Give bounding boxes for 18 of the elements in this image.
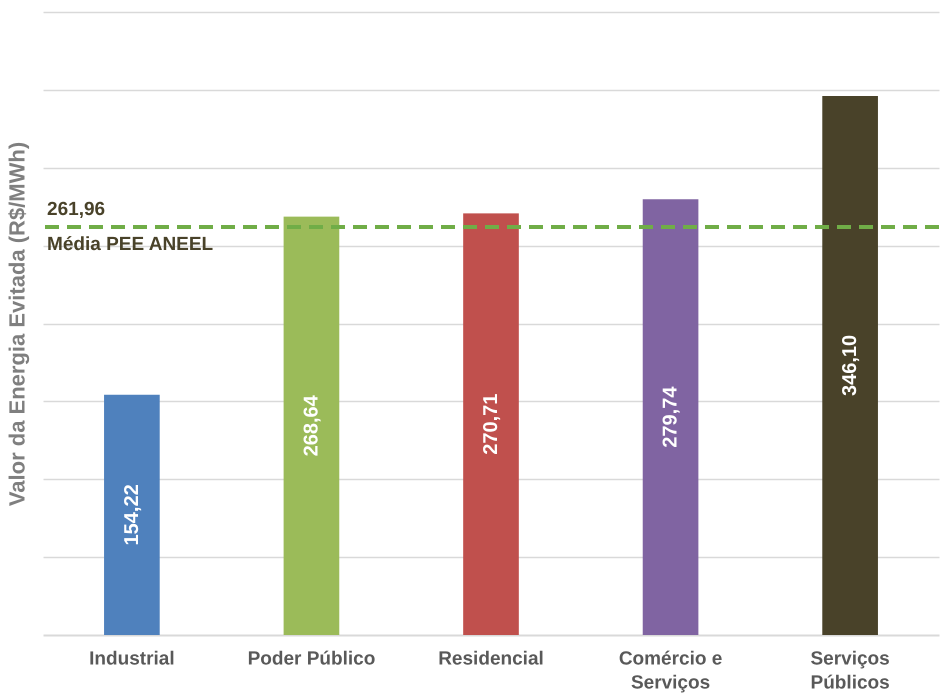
bar <box>284 216 340 635</box>
bar <box>642 199 698 635</box>
ref-line-label: 261,96 <box>47 198 106 220</box>
x-tick-label: Serviços Públicos <box>810 648 890 694</box>
x-tick-label: Comércio e Serviços <box>618 648 722 694</box>
x-tick-label: Residencial <box>438 648 544 670</box>
annotation: Média PEE ANEEL <box>47 234 214 255</box>
data-label: 268,64 <box>300 394 322 456</box>
bar <box>822 96 878 635</box>
data-label: 270,71 <box>480 394 502 455</box>
x-tick-label: Poder Público <box>248 648 376 670</box>
bar <box>104 394 160 635</box>
data-label: 154,22 <box>120 484 143 546</box>
y-axis-title: Valor da Energia Evitada (R$/MWh) <box>4 142 30 506</box>
bar <box>463 213 519 635</box>
x-tick-label: Industrial <box>89 648 175 670</box>
data-label: 279,74 <box>660 386 682 448</box>
data-label: 346,10 <box>839 334 862 396</box>
